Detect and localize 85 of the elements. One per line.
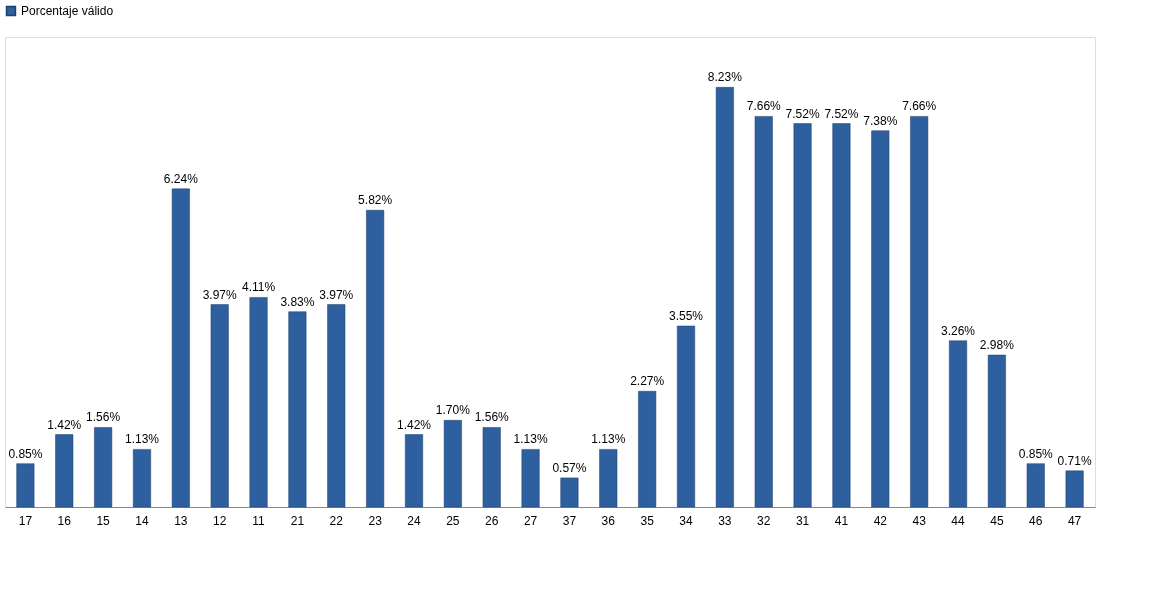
x-tick-label: 46 <box>1029 513 1043 528</box>
data-label: 4.11% <box>241 280 276 295</box>
x-tick-label: 41 <box>834 513 849 528</box>
data-label: 2.98% <box>979 338 1015 353</box>
data-label: 1.13% <box>124 432 160 447</box>
bar <box>443 420 462 508</box>
data-label: 0.57% <box>552 460 587 475</box>
bar <box>832 123 851 508</box>
x-tick-label: 44 <box>951 513 966 528</box>
bar <box>94 427 113 508</box>
bar <box>249 297 268 508</box>
data-label: 6.24% <box>163 171 199 186</box>
x-tick-label: 26 <box>485 513 499 528</box>
data-label: 7.52% <box>785 106 820 121</box>
x-tick-label: 32 <box>757 513 771 528</box>
data-label: 3.83% <box>280 294 315 309</box>
data-label: 0.85% <box>1018 446 1054 461</box>
bar <box>949 340 968 508</box>
x-tick-label: 13 <box>174 513 188 528</box>
bar <box>793 123 812 508</box>
bar <box>677 325 695 508</box>
x-tick-label: 14 <box>135 513 149 528</box>
x-tick-label: 35 <box>640 513 655 528</box>
bar <box>715 87 734 508</box>
x-tick-label: 37 <box>562 513 577 528</box>
bar <box>754 116 773 508</box>
data-label: 7.66% <box>746 99 782 114</box>
data-label: 1.13% <box>591 432 626 447</box>
x-tick-label: 31 <box>795 513 810 528</box>
x-tick-label: 24 <box>407 513 421 528</box>
x-tick-label: 45 <box>990 513 1004 528</box>
data-label: 2.27% <box>630 374 665 389</box>
data-label: 7.38% <box>863 113 898 128</box>
x-tick-label: 16 <box>57 513 72 528</box>
data-label: 1.42% <box>396 417 432 432</box>
data-label: 5.82% <box>358 193 393 208</box>
data-label: 7.66% <box>902 99 937 114</box>
bar <box>171 188 190 508</box>
x-tick-label: 36 <box>601 513 616 528</box>
data-label: 3.97% <box>202 287 238 302</box>
x-tick-label: 11 <box>252 513 266 528</box>
x-tick-label: 12 <box>213 513 227 528</box>
x-tick-label: 23 <box>368 513 383 528</box>
data-label: 1.13% <box>513 432 548 447</box>
x-tick-label: 43 <box>912 513 927 528</box>
x-tick-label: 47 <box>1067 513 1082 528</box>
bar <box>55 434 74 508</box>
x-tick-label: 22 <box>329 513 344 528</box>
x-tick-label: 34 <box>679 513 693 528</box>
bar <box>521 449 540 508</box>
bar <box>288 311 307 508</box>
x-tick-label: 25 <box>446 513 460 528</box>
x-tick-label: 15 <box>96 513 111 528</box>
bar <box>987 354 1006 508</box>
data-label: 0.71% <box>1057 453 1092 468</box>
data-label: 7.52% <box>824 106 859 121</box>
x-tick-label: 42 <box>873 513 888 528</box>
bar <box>871 130 890 508</box>
bar <box>405 434 423 508</box>
bar <box>16 463 35 508</box>
bar <box>599 449 618 508</box>
data-label: 1.42% <box>47 417 82 432</box>
data-label: 8.23% <box>707 70 743 85</box>
bar <box>366 209 385 508</box>
x-tick-label: 17 <box>18 513 33 528</box>
bar <box>210 304 229 508</box>
bar <box>1026 463 1045 508</box>
data-label: 1.70% <box>435 403 471 418</box>
x-tick-label: 33 <box>718 513 732 528</box>
data-label: 1.56% <box>86 410 121 425</box>
bar <box>327 304 346 508</box>
data-label: 3.26% <box>941 323 976 338</box>
data-label: 1.56% <box>474 410 510 425</box>
data-label: 3.55% <box>668 308 704 323</box>
bar <box>910 116 929 508</box>
x-tick-label: 21 <box>290 513 305 528</box>
x-tick-label: 27 <box>523 513 538 528</box>
bar <box>560 477 579 508</box>
data-label: 0.85% <box>8 446 43 461</box>
data-label: 3.97% <box>319 287 354 302</box>
bar <box>1065 470 1084 508</box>
legend-label: Porcentaje válido <box>21 4 114 18</box>
bar <box>482 427 501 508</box>
bar <box>638 391 657 508</box>
bar <box>132 449 151 508</box>
